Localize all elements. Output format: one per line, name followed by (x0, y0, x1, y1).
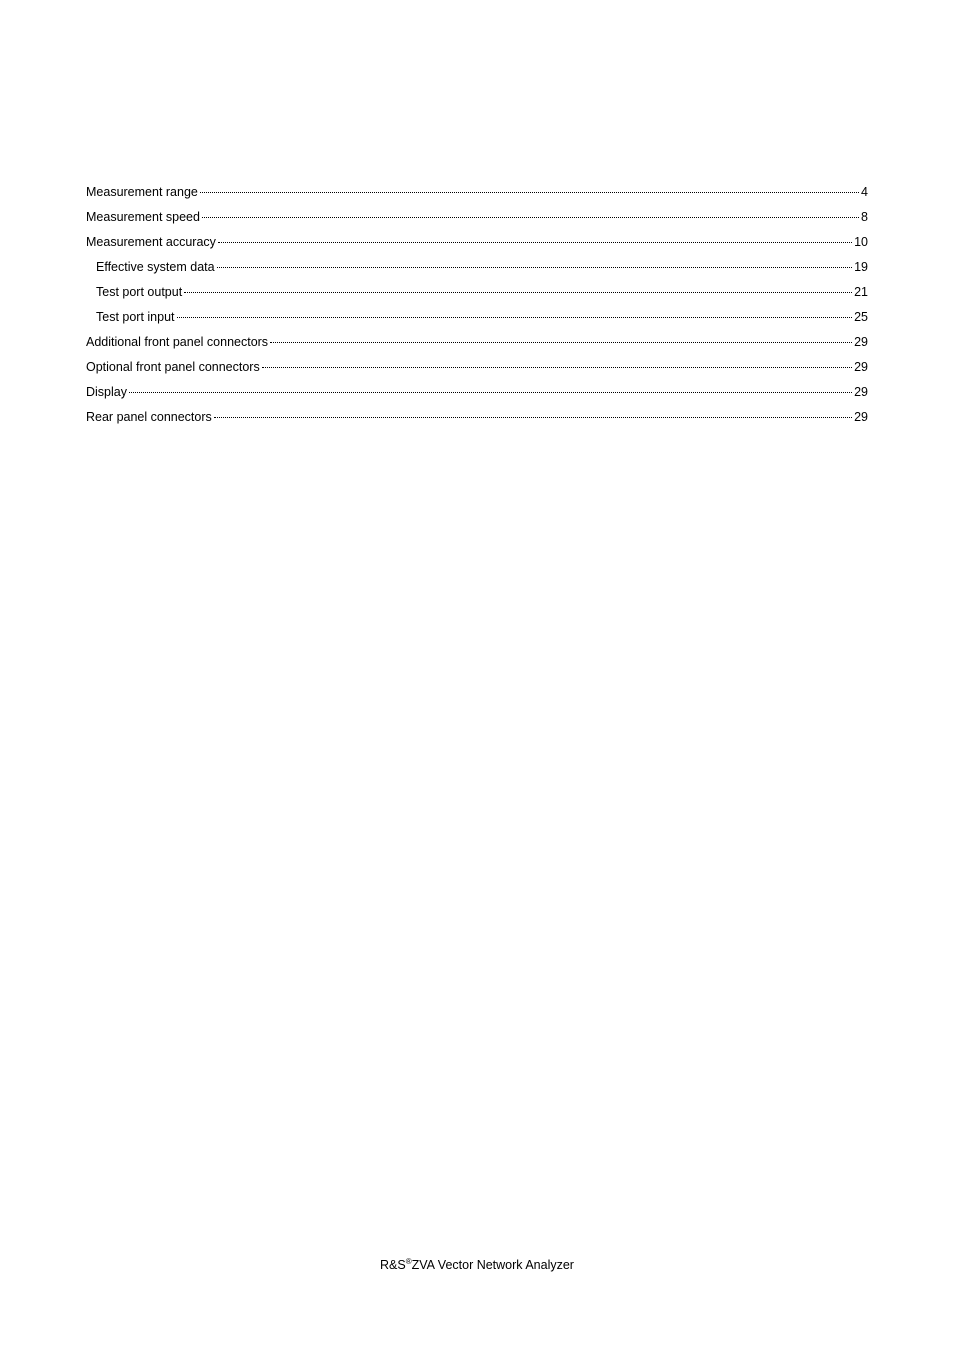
toc-entry[interactable]: Measurement speed 8 (86, 210, 868, 224)
toc-entry[interactable]: Test port input 25 (86, 310, 868, 324)
page-container: Measurement range 4 Measurement speed 8 … (0, 0, 954, 1350)
toc-leader (262, 367, 852, 368)
toc-page-number: 29 (854, 360, 868, 374)
toc-entry[interactable]: Display 29 (86, 385, 868, 399)
toc-leader (177, 317, 853, 318)
footer-suffix: ZVA Vector Network Analyzer (412, 1258, 574, 1272)
toc-leader (129, 392, 852, 393)
toc-entry[interactable]: Measurement range 4 (86, 185, 868, 199)
table-of-contents: Measurement range 4 Measurement speed 8 … (86, 185, 868, 424)
toc-leader (270, 342, 852, 343)
toc-entry[interactable]: Test port output 21 (86, 285, 868, 299)
toc-label: Test port input (96, 310, 175, 324)
toc-page-number: 25 (854, 310, 868, 324)
toc-page-number: 8 (861, 210, 868, 224)
toc-page-number: 19 (854, 260, 868, 274)
toc-entry[interactable]: Effective system data 19 (86, 260, 868, 274)
toc-leader (217, 267, 853, 268)
toc-page-number: 21 (854, 285, 868, 299)
page-footer: R&S®ZVA Vector Network Analyzer (0, 1257, 954, 1272)
toc-leader (214, 417, 852, 418)
toc-leader (202, 217, 859, 218)
toc-entry[interactable]: Measurement accuracy 10 (86, 235, 868, 249)
toc-label: Test port output (96, 285, 182, 299)
toc-label: Measurement range (86, 185, 198, 199)
toc-page-number: 10 (854, 235, 868, 249)
toc-page-number: 4 (861, 185, 868, 199)
toc-leader (218, 242, 852, 243)
toc-entry[interactable]: Rear panel connectors 29 (86, 410, 868, 424)
toc-label: Measurement speed (86, 210, 200, 224)
toc-label: Rear panel connectors (86, 410, 212, 424)
toc-page-number: 29 (854, 385, 868, 399)
toc-page-number: 29 (854, 410, 868, 424)
toc-label: Effective system data (96, 260, 215, 274)
toc-label: Measurement accuracy (86, 235, 216, 249)
footer-prefix: R&S (380, 1258, 406, 1272)
toc-entry[interactable]: Optional front panel connectors 29 (86, 360, 868, 374)
toc-leader (184, 292, 852, 293)
toc-label: Additional front panel connectors (86, 335, 268, 349)
toc-leader (200, 192, 859, 193)
toc-entry[interactable]: Additional front panel connectors 29 (86, 335, 868, 349)
toc-label: Optional front panel connectors (86, 360, 260, 374)
toc-label: Display (86, 385, 127, 399)
toc-page-number: 29 (854, 335, 868, 349)
